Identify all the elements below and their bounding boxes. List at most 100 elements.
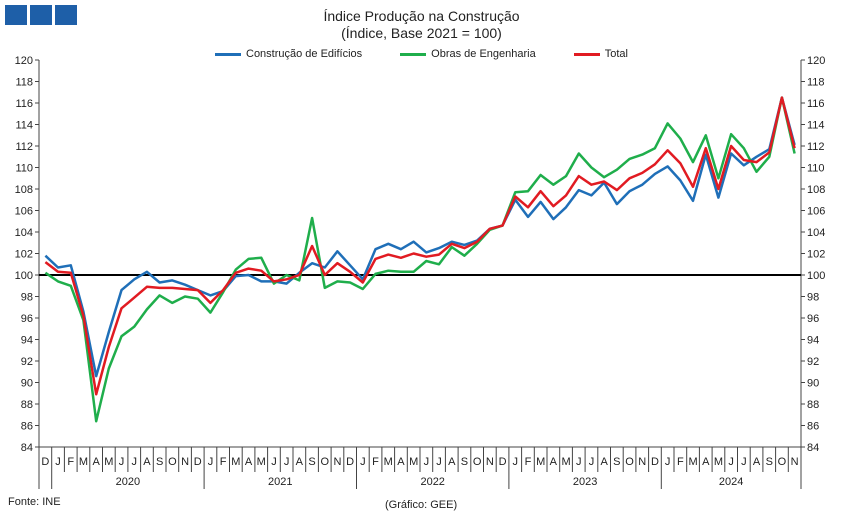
y-tick-label-right: 90 — [807, 378, 819, 390]
y-tick-label-left: 106 — [15, 206, 33, 218]
logo — [5, 5, 77, 25]
y-tick-label-left: 98 — [21, 292, 33, 304]
y-tick-label-left: 120 — [15, 55, 33, 67]
credit-note: (Gráfico: GEE) — [385, 499, 458, 511]
x-month-label: J — [360, 456, 366, 468]
x-month-label: J — [271, 456, 277, 468]
x-year-label: 2024 — [719, 476, 743, 488]
legend: Construção de Edifícios Obras de Engenha… — [0, 48, 843, 60]
x-month-label: J — [589, 456, 595, 468]
x-month-label: S — [156, 456, 163, 468]
x-month-label: N — [181, 456, 189, 468]
y-tick-label-right: 118 — [807, 77, 825, 89]
x-month-label: S — [613, 456, 620, 468]
x-month-label: O — [778, 456, 787, 468]
legend-swatch-edificios — [215, 52, 241, 56]
x-month-label: J — [576, 456, 582, 468]
chart-title: Índice Produção na Construção — [323, 8, 520, 24]
x-month-label: O — [320, 456, 329, 468]
x-month-label: O — [625, 456, 634, 468]
x-month-label: J — [132, 456, 138, 468]
x-month-label: J — [284, 456, 290, 468]
x-month-label: M — [536, 456, 545, 468]
y-tick-label-left: 108 — [15, 184, 33, 196]
y-tick-label-right: 108 — [807, 184, 825, 196]
x-month-label: S — [308, 456, 315, 468]
y-tick-label-left: 92 — [21, 356, 33, 368]
legend-item-total: Total — [573, 48, 628, 60]
x-month-label: D — [651, 456, 659, 468]
x-month-label: J — [741, 456, 747, 468]
x-month-label: A — [296, 456, 304, 468]
x-month-label: J — [436, 456, 442, 468]
x-month-label: M — [384, 456, 393, 468]
x-month-label: S — [766, 456, 773, 468]
legend-swatch-engenharia — [400, 52, 427, 56]
x-month-label: F — [372, 456, 379, 468]
x-month-label: J — [55, 456, 61, 468]
logo-block — [55, 5, 77, 25]
y-tick-label-left: 90 — [21, 378, 33, 390]
x-year-label: 2020 — [116, 476, 140, 488]
x-month-label: J — [424, 456, 430, 468]
x-month-label: F — [677, 456, 684, 468]
x-month-label: D — [194, 456, 202, 468]
y-tick-label-left: 112 — [15, 141, 33, 153]
y-tick-label-right: 116 — [807, 98, 825, 110]
legend-item-edificios: Construção de Edifícios — [215, 48, 362, 60]
x-month-label: A — [600, 456, 608, 468]
x-month-label: M — [409, 456, 418, 468]
y-tick-label-right: 114 — [807, 120, 825, 132]
x-year-label: 2023 — [573, 476, 597, 488]
legend-label-total: Total — [604, 48, 628, 60]
x-year-label: 2021 — [268, 476, 292, 488]
x-month-label: F — [525, 456, 532, 468]
series-line-edificios — [44, 96, 796, 378]
y-tick-label-right: 120 — [807, 55, 825, 67]
x-month-label: J — [119, 456, 125, 468]
y-tick-label-right: 106 — [807, 206, 825, 218]
y-tick-label-left: 114 — [15, 120, 33, 132]
y-tick-label-right: 102 — [807, 249, 825, 261]
y-tick-label-left: 110 — [15, 163, 33, 175]
x-month-label: A — [143, 456, 151, 468]
y-tick-label-left: 88 — [21, 399, 33, 411]
y-tick-label-right: 84 — [807, 442, 819, 454]
y-tick-label-right: 86 — [807, 421, 819, 433]
legend-label-engenharia: Obras de Engenharia — [431, 48, 536, 60]
x-month-label: M — [79, 456, 88, 468]
x-month-label: J — [728, 456, 734, 468]
y-tick-label-left: 116 — [15, 98, 33, 110]
x-month-label: D — [346, 456, 354, 468]
x-month-label: J — [513, 456, 519, 468]
y-tick-label-left: 96 — [21, 313, 33, 325]
legend-item-engenharia: Obras de Engenharia — [400, 48, 536, 60]
x-month-label: O — [168, 456, 177, 468]
logo-block — [30, 5, 52, 25]
logo-block — [5, 5, 27, 25]
x-month-label: M — [231, 456, 240, 468]
x-month-label: A — [448, 456, 456, 468]
x-month-label: M — [561, 456, 570, 468]
y-tick-label-right: 110 — [807, 163, 825, 175]
y-tick-label-right: 88 — [807, 399, 819, 411]
y-tick-label-left: 104 — [15, 227, 33, 239]
x-month-label: M — [714, 456, 723, 468]
x-month-label: D — [41, 456, 49, 468]
x-year-label: 2022 — [420, 476, 444, 488]
x-month-label: J — [208, 456, 214, 468]
x-month-label: J — [665, 456, 671, 468]
x-month-label: O — [473, 456, 482, 468]
x-month-label: N — [333, 456, 341, 468]
y-tick-label-left: 84 — [21, 442, 33, 454]
legend-label-edificios: Construção de Edifícios — [246, 48, 363, 60]
x-month-label: A — [397, 456, 405, 468]
source-note: Fonte: INE — [8, 496, 61, 508]
y-tick-label-left: 86 — [21, 421, 33, 433]
x-month-label: A — [550, 456, 558, 468]
y-tick-label-left: 118 — [15, 77, 33, 89]
legend-swatch-total — [573, 52, 600, 56]
y-tick-label-right: 96 — [807, 313, 819, 325]
x-month-label: N — [638, 456, 646, 468]
y-tick-label-right: 104 — [807, 227, 825, 239]
